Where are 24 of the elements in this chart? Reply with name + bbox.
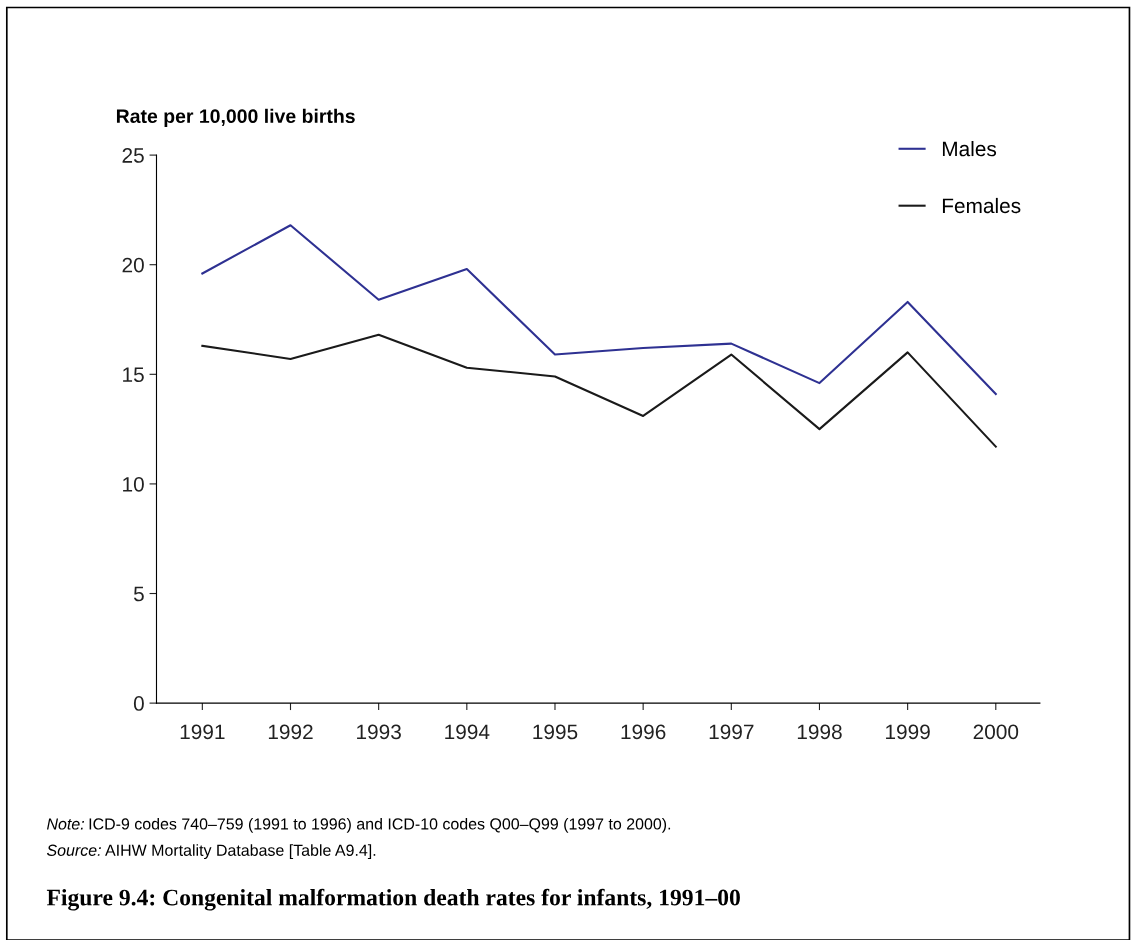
line-series: [201, 333, 997, 448]
y-tick-label: 20: [122, 257, 144, 273]
y-tick-label: 10: [123, 476, 144, 492]
legend-label: Males: [942, 140, 997, 157]
source-note: Source: AIHW Mortality Database [Table A9.4].: [46, 844, 376, 860]
line-series: [201, 224, 997, 396]
y-axis-title: Rate per 10,000 live births: [116, 108, 355, 127]
x-tick-label: 1994: [445, 724, 490, 740]
x-tick-label: 1992: [268, 724, 313, 740]
x-tick-label: 1991: [180, 724, 225, 740]
y-tick-label: 5: [133, 586, 144, 602]
text: Note: ICD-9 codes 740–759 (1991 to 1996) and ICD-10 codes Q00–Q99 (1997 to 2000).: [46, 817, 671, 833]
x-tick-label: 1993: [357, 724, 401, 740]
x-tick-label: 1998: [797, 724, 842, 740]
x-tick-label: 1996: [621, 724, 666, 740]
x-tick-label: 1997: [709, 724, 754, 740]
y-tick-label: 15: [123, 367, 144, 383]
y-tick-label: 25: [122, 148, 144, 163]
legend-label: Females: [942, 197, 1021, 214]
text: Figure 9.4: Congenital malformation death rates for infants, 1991–00: [46, 888, 740, 911]
x-tick-label: 1999: [886, 724, 930, 740]
x-tick-label: 2000: [973, 724, 1019, 740]
y-tick-label: 0: [133, 696, 144, 711]
x-tick-label: 1995: [533, 724, 578, 740]
